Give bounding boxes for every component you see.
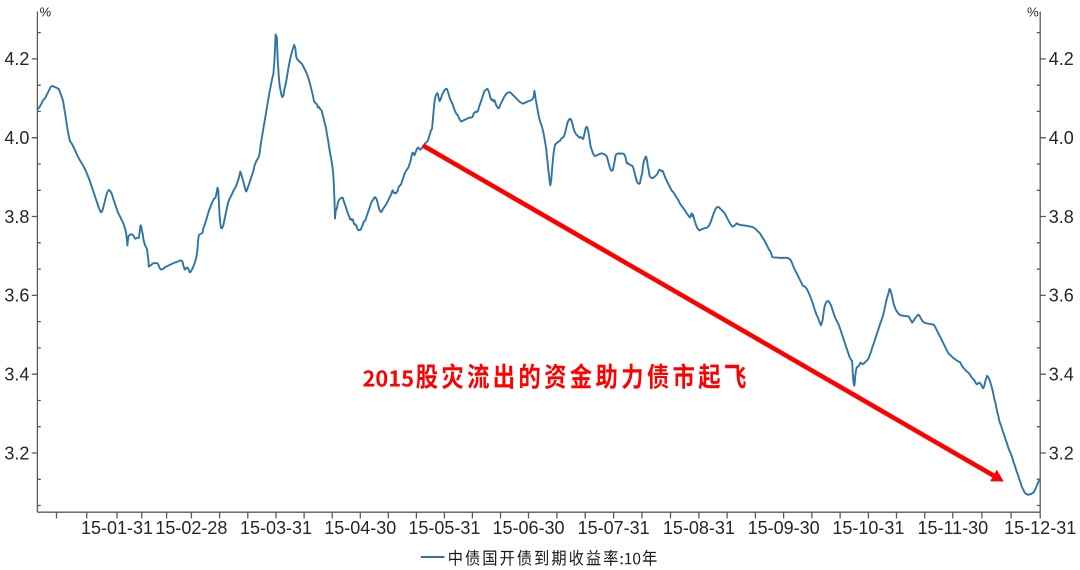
svg-text:4.2: 4.2	[4, 49, 29, 69]
svg-text:3.6: 3.6	[4, 286, 29, 306]
svg-text:15-04-30: 15-04-30	[324, 518, 396, 538]
svg-text:3.8: 3.8	[1049, 207, 1074, 227]
svg-text:3.4: 3.4	[4, 365, 29, 385]
svg-text:%: %	[1027, 5, 1039, 20]
svg-text:15-11-30: 15-11-30	[917, 518, 988, 538]
svg-text:15-03-31: 15-03-31	[240, 518, 312, 538]
svg-text:4.2: 4.2	[1049, 49, 1074, 69]
svg-text:15-06-30: 15-06-30	[492, 518, 564, 538]
svg-text:3.2: 3.2	[4, 443, 29, 463]
svg-text:15-12-31: 15-12-31	[1004, 518, 1076, 538]
svg-text:3.2: 3.2	[1049, 443, 1074, 463]
svg-text:15-05-31: 15-05-31	[408, 518, 480, 538]
svg-text:15-08-31: 15-08-31	[663, 518, 735, 538]
svg-text:3.8: 3.8	[4, 207, 29, 227]
svg-text:4.0: 4.0	[4, 128, 29, 148]
svg-text:15-10-31: 15-10-31	[832, 518, 904, 538]
svg-text:15-01-31: 15-01-31	[81, 518, 153, 538]
svg-text:3.4: 3.4	[1049, 365, 1074, 385]
svg-text:4.0: 4.0	[1049, 128, 1074, 148]
svg-text:15-02-28: 15-02-28	[155, 518, 227, 538]
svg-text:3.6: 3.6	[1049, 286, 1074, 306]
svg-text:%: %	[40, 5, 52, 20]
svg-text:15-07-31: 15-07-31	[578, 518, 650, 538]
svg-text:15-09-30: 15-09-30	[748, 518, 820, 538]
